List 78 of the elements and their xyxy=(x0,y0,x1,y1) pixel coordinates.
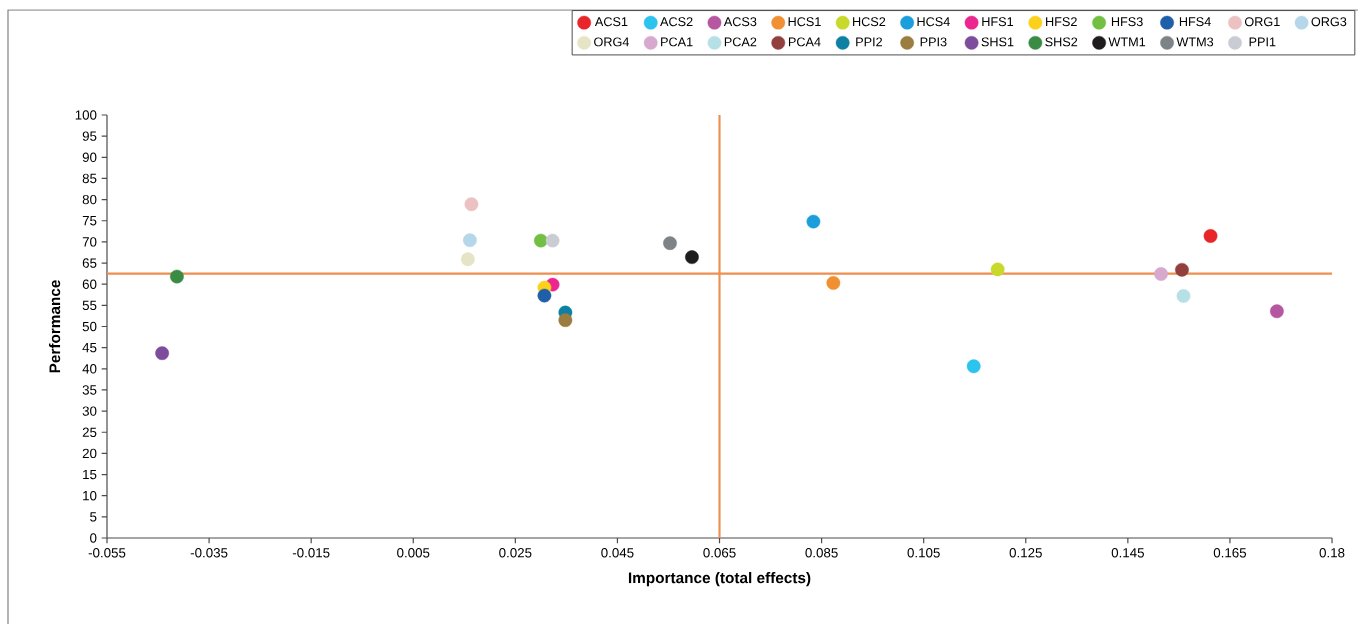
point xyxy=(1154,267,1168,281)
legend-label: PPI3 xyxy=(920,37,947,47)
point xyxy=(966,359,981,374)
y-tick-label: 70 xyxy=(82,237,97,247)
x-tick-label: 0.025 xyxy=(499,548,532,558)
legend-label: ORG3 xyxy=(1311,17,1347,27)
point xyxy=(663,236,677,251)
y-tick-label: 10 xyxy=(83,490,97,501)
point xyxy=(461,252,475,267)
y-tick-label: 50 xyxy=(82,321,97,332)
point xyxy=(537,288,552,303)
legend-label: ACS3 xyxy=(723,17,757,27)
x-tick-label: 0.165 xyxy=(1213,548,1247,558)
point xyxy=(806,214,821,229)
point xyxy=(558,313,573,328)
x-tick-label: -0.035 xyxy=(190,548,228,558)
point xyxy=(1175,262,1189,277)
legend-label: PPI2 xyxy=(856,37,883,47)
point xyxy=(990,262,1005,277)
x-tick-label: 0.065 xyxy=(703,548,736,558)
y-tick-label: 35 xyxy=(82,385,97,395)
legend-label: HFS1 xyxy=(982,17,1014,27)
point xyxy=(463,233,477,248)
x-tick-label: 0.085 xyxy=(805,548,838,558)
legend-label: HCS1 xyxy=(788,17,821,27)
point xyxy=(170,269,184,284)
y-tick-label: 65 xyxy=(82,258,97,268)
x-tick-label: 0.105 xyxy=(907,548,940,558)
legend-label: ORG4 xyxy=(594,37,630,47)
y-tick-label: 25 xyxy=(82,427,97,437)
y-tick-label: 20 xyxy=(82,448,97,459)
x-tick-label: 0.045 xyxy=(601,548,634,558)
point xyxy=(1203,229,1218,243)
x-axis-title: Importance (total effects) xyxy=(628,571,811,587)
y-tick-label: 60 xyxy=(82,279,97,289)
legend-label: HCS2 xyxy=(853,17,886,27)
legend-label: HFS2 xyxy=(1046,17,1077,27)
y-tick-label: 90 xyxy=(82,152,97,163)
y-tick-label: 0 xyxy=(90,533,97,543)
point xyxy=(155,346,169,361)
legend-label: HFS4 xyxy=(1179,17,1211,27)
y-tick-label: 95 xyxy=(82,131,97,141)
y-tick-label: 55 xyxy=(82,300,97,310)
legend-label: HFS3 xyxy=(1111,17,1143,27)
y-tick-label: 40 xyxy=(82,364,97,374)
point xyxy=(826,276,841,290)
y-tick-label: 15 xyxy=(83,469,97,480)
y-tick-label: 5 xyxy=(90,512,97,522)
y-tick-label: 75 xyxy=(82,216,97,226)
x-tick-label: 0.145 xyxy=(1111,548,1144,558)
legend-label: PCA4 xyxy=(788,37,821,47)
legend-label: ORG1 xyxy=(1244,17,1280,27)
y-tick-label: 30 xyxy=(82,406,97,416)
point xyxy=(545,233,560,248)
legend-label: WTM1 xyxy=(1108,37,1146,47)
y-tick-label: 45 xyxy=(82,342,97,353)
point xyxy=(685,250,699,264)
legend-label: SHS2 xyxy=(1045,37,1078,47)
legend-label: WTM3 xyxy=(1176,37,1214,47)
legend-label: HCS4 xyxy=(917,17,950,27)
x-tick-label: -0.015 xyxy=(292,548,330,558)
legend-label: PCA2 xyxy=(724,37,757,47)
point xyxy=(1270,304,1284,319)
point xyxy=(464,197,479,212)
y-tick-label: 85 xyxy=(82,173,97,184)
y-tick-label: 80 xyxy=(82,194,97,205)
legend-label: ACS2 xyxy=(660,17,693,27)
y-axis-title: Performance xyxy=(48,280,61,373)
point xyxy=(1176,289,1191,303)
y-tick-label: 100 xyxy=(75,110,97,120)
legend-label: ACS1 xyxy=(594,17,628,27)
x-tick-label: 0.125 xyxy=(1009,548,1042,558)
legend-label: PPI1 xyxy=(1249,37,1276,47)
legend-label: PCA1 xyxy=(661,37,693,47)
legend-label: SHS1 xyxy=(981,37,1014,47)
x-tick-label: 0.005 xyxy=(397,548,430,558)
x-tick-label: -0.055 xyxy=(88,548,126,558)
x-tick-label: 0.18 xyxy=(1319,548,1345,558)
